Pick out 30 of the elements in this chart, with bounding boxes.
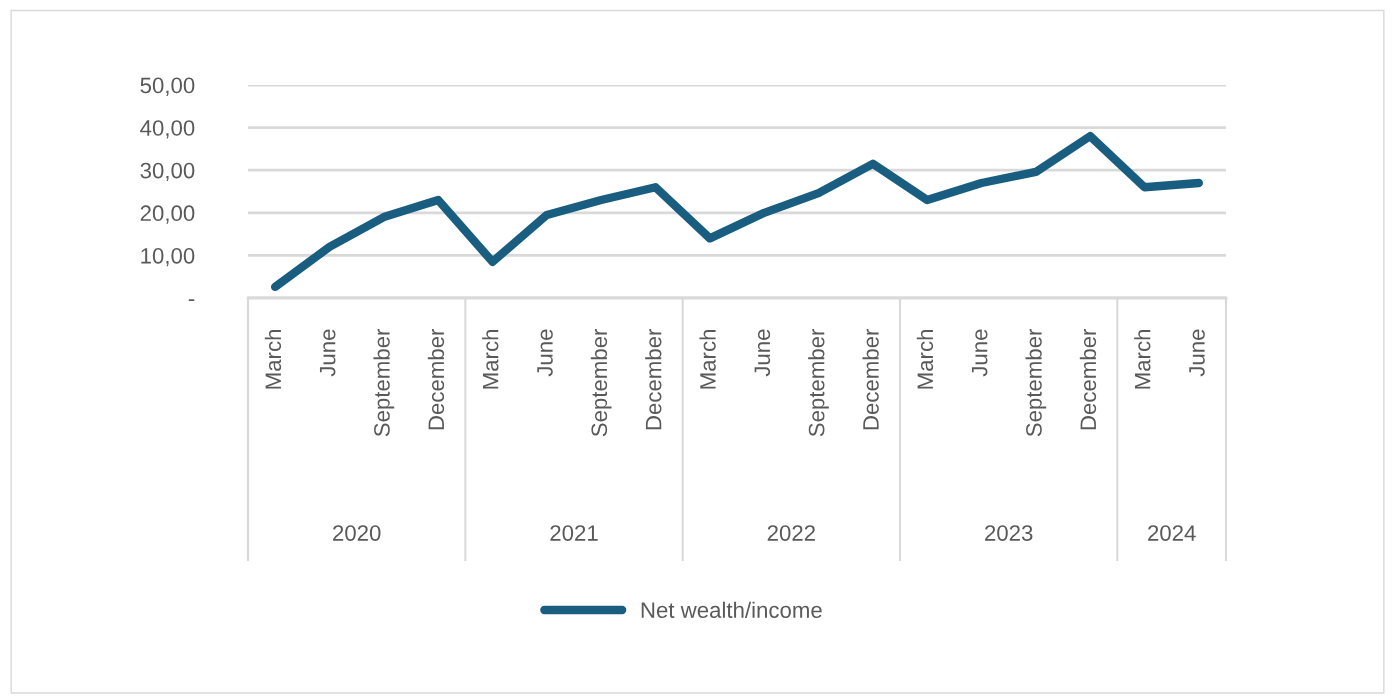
x-tick-label: March <box>699 329 716 389</box>
x-tick-label: December <box>645 328 662 430</box>
text: 2024 <box>1148 525 1196 541</box>
x-tick-label: December <box>427 328 445 430</box>
x-tick-label: September <box>590 328 612 437</box>
text: 2023 <box>985 525 1033 541</box>
x-tick-label: March <box>482 329 499 389</box>
y-tick-label: 20,00 <box>140 205 195 224</box>
x-tick-label: December <box>862 328 879 430</box>
text: 2021 <box>550 525 598 541</box>
x-tick-label: March <box>1134 329 1151 389</box>
x-tick-label: June <box>754 329 771 377</box>
x-tick-label: June <box>319 329 336 377</box>
x-tick-label: September <box>808 328 829 437</box>
x-tick-label: June <box>971 329 988 377</box>
text: 2020 <box>333 525 381 541</box>
x-tick-label: March <box>264 329 282 389</box>
legend-label: Net wealth/income <box>641 601 822 618</box>
x-tick-label: March <box>916 329 934 389</box>
y-tick-label: - <box>188 299 195 302</box>
x-tick-label: September <box>1025 328 1047 437</box>
x-tick-label: June <box>537 329 553 377</box>
x-tick-label: June <box>1189 329 1205 377</box>
y-tick-label: 50,00 <box>140 77 195 96</box>
x-tick-label: December <box>1079 328 1097 430</box>
text: 2022 <box>767 525 815 541</box>
x-tick-label: September <box>373 328 395 437</box>
y-tick-label: 30,00 <box>140 162 195 182</box>
y-tick-label: 10,00 <box>141 247 195 267</box>
y-tick-label: 40,00 <box>140 120 195 139</box>
